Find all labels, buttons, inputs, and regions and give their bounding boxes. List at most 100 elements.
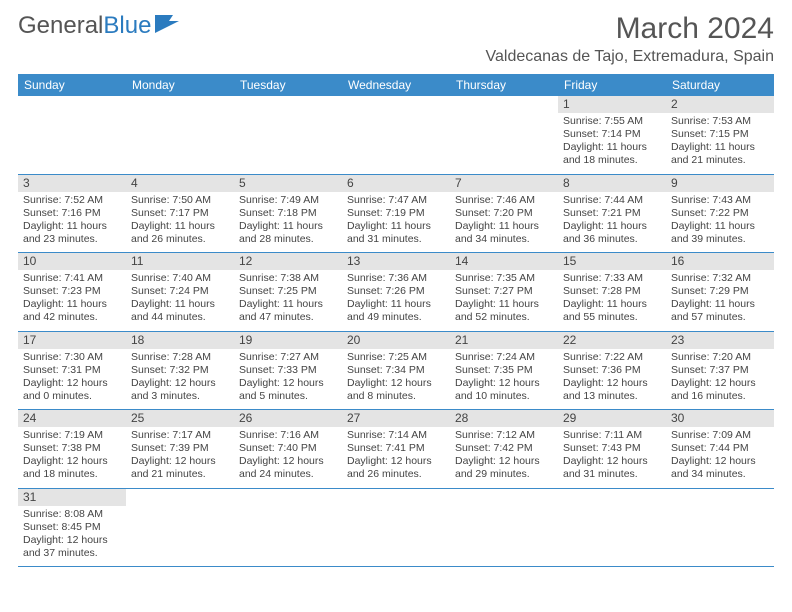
day-number: 6	[342, 175, 450, 192]
daylight-text: Daylight: 12 hours and 37 minutes.	[23, 534, 121, 560]
calendar-cell: 30Sunrise: 7:09 AMSunset: 7:44 PMDayligh…	[666, 410, 774, 489]
daylight-text: Daylight: 12 hours and 13 minutes.	[563, 377, 661, 403]
sunrise-text: Sunrise: 7:44 AM	[563, 194, 661, 207]
sunset-text: Sunset: 7:14 PM	[563, 128, 661, 141]
calendar-cell: 24Sunrise: 7:19 AMSunset: 7:38 PMDayligh…	[18, 410, 126, 489]
day-content: Sunrise: 7:17 AMSunset: 7:39 PMDaylight:…	[131, 429, 229, 482]
calendar-cell	[18, 96, 126, 174]
sunset-text: Sunset: 7:21 PM	[563, 207, 661, 220]
day-number: 9	[666, 175, 774, 192]
sunset-text: Sunset: 7:18 PM	[239, 207, 337, 220]
day-content: Sunrise: 7:36 AMSunset: 7:26 PMDaylight:…	[347, 272, 445, 325]
calendar-table: Sunday Monday Tuesday Wednesday Thursday…	[18, 74, 774, 567]
sunset-text: Sunset: 7:36 PM	[563, 364, 661, 377]
day-content: Sunrise: 7:24 AMSunset: 7:35 PMDaylight:…	[455, 351, 553, 404]
sunset-text: Sunset: 7:40 PM	[239, 442, 337, 455]
sunrise-text: Sunrise: 7:22 AM	[563, 351, 661, 364]
day-number: 2	[666, 96, 774, 113]
day-content: Sunrise: 7:53 AMSunset: 7:15 PMDaylight:…	[671, 115, 769, 168]
sunrise-text: Sunrise: 7:53 AM	[671, 115, 769, 128]
daylight-text: Daylight: 12 hours and 10 minutes.	[455, 377, 553, 403]
sunrise-text: Sunrise: 7:16 AM	[239, 429, 337, 442]
sunset-text: Sunset: 7:31 PM	[23, 364, 121, 377]
day-content: Sunrise: 7:22 AMSunset: 7:36 PMDaylight:…	[563, 351, 661, 404]
calendar-cell: 5Sunrise: 7:49 AMSunset: 7:18 PMDaylight…	[234, 174, 342, 253]
calendar-row: 1 Sunrise: 7:55 AMSunset: 7:14 PMDaylight…	[18, 96, 774, 174]
day-content: Sunrise: 7:28 AMSunset: 7:32 PMDaylight:…	[131, 351, 229, 404]
sunset-text: Sunset: 7:16 PM	[23, 207, 121, 220]
sunset-text: Sunset: 7:29 PM	[671, 285, 769, 298]
day-content: Sunrise: 7:44 AMSunset: 7:21 PMDaylight:…	[563, 194, 661, 247]
calendar-cell: 6Sunrise: 7:47 AMSunset: 7:19 PMDaylight…	[342, 174, 450, 253]
daylight-text: Daylight: 11 hours and 18 minutes.	[563, 141, 661, 167]
calendar-cell: 13Sunrise: 7:36 AMSunset: 7:26 PMDayligh…	[342, 253, 450, 332]
daylight-text: Daylight: 11 hours and 23 minutes.	[23, 220, 121, 246]
sunrise-text: Sunrise: 7:28 AM	[131, 351, 229, 364]
day-number: 3	[18, 175, 126, 192]
daylight-text: Daylight: 11 hours and 26 minutes.	[131, 220, 229, 246]
sunrise-text: Sunrise: 7:17 AM	[131, 429, 229, 442]
day-content: Sunrise: 7:55 AMSunset: 7:14 PMDaylight:…	[563, 115, 661, 168]
calendar-cell: 3 Sunrise: 7:52 AMSunset: 7:16 PMDaylight…	[18, 174, 126, 253]
calendar-cell: 26Sunrise: 7:16 AMSunset: 7:40 PMDayligh…	[234, 410, 342, 489]
day-content: Sunrise: 8:08 AMSunset: 8:45 PMDaylight:…	[23, 508, 121, 561]
calendar-cell: 31Sunrise: 8:08 AMSunset: 8:45 PMDayligh…	[18, 488, 126, 567]
day-content: Sunrise: 7:50 AMSunset: 7:17 PMDaylight:…	[131, 194, 229, 247]
calendar-cell	[450, 488, 558, 567]
logo-text-2: Blue	[103, 12, 151, 40]
day-header: Sunday	[18, 74, 126, 96]
calendar-cell: 7Sunrise: 7:46 AMSunset: 7:20 PMDaylight…	[450, 174, 558, 253]
calendar-cell	[126, 488, 234, 567]
sunset-text: Sunset: 7:27 PM	[455, 285, 553, 298]
day-number: 1	[558, 96, 666, 113]
day-number: 15	[558, 253, 666, 270]
calendar-cell: 8Sunrise: 7:44 AMSunset: 7:21 PMDaylight…	[558, 174, 666, 253]
sunset-text: Sunset: 7:42 PM	[455, 442, 553, 455]
sunrise-text: Sunrise: 7:12 AM	[455, 429, 553, 442]
calendar-cell	[342, 96, 450, 174]
sunrise-text: Sunrise: 7:24 AM	[455, 351, 553, 364]
calendar-cell	[666, 488, 774, 567]
calendar-cell	[126, 96, 234, 174]
day-header: Thursday	[450, 74, 558, 96]
sunset-text: Sunset: 7:44 PM	[671, 442, 769, 455]
daylight-text: Daylight: 11 hours and 49 minutes.	[347, 298, 445, 324]
calendar-cell: 18Sunrise: 7:28 AMSunset: 7:32 PMDayligh…	[126, 331, 234, 410]
day-header: Monday	[126, 74, 234, 96]
day-content: Sunrise: 7:25 AMSunset: 7:34 PMDaylight:…	[347, 351, 445, 404]
day-content: Sunrise: 7:46 AMSunset: 7:20 PMDaylight:…	[455, 194, 553, 247]
day-content: Sunrise: 7:33 AMSunset: 7:28 PMDaylight:…	[563, 272, 661, 325]
daylight-text: Daylight: 12 hours and 3 minutes.	[131, 377, 229, 403]
day-number: 19	[234, 332, 342, 349]
sunset-text: Sunset: 7:24 PM	[131, 285, 229, 298]
daylight-text: Daylight: 12 hours and 34 minutes.	[671, 455, 769, 481]
calendar-cell: 10Sunrise: 7:41 AMSunset: 7:23 PMDayligh…	[18, 253, 126, 332]
sunset-text: Sunset: 7:25 PM	[239, 285, 337, 298]
calendar-cell: 4 Sunrise: 7:50 AMSunset: 7:17 PMDaylight…	[126, 174, 234, 253]
sunrise-text: Sunrise: 7:38 AM	[239, 272, 337, 285]
sunset-text: Sunset: 7:43 PM	[563, 442, 661, 455]
daylight-text: Daylight: 12 hours and 18 minutes.	[23, 455, 121, 481]
day-content: Sunrise: 7:19 AMSunset: 7:38 PMDaylight:…	[23, 429, 121, 482]
day-number: 17	[18, 332, 126, 349]
day-content: Sunrise: 7:27 AMSunset: 7:33 PMDaylight:…	[239, 351, 337, 404]
calendar-cell	[342, 488, 450, 567]
sunset-text: Sunset: 7:33 PM	[239, 364, 337, 377]
daylight-text: Daylight: 12 hours and 24 minutes.	[239, 455, 337, 481]
day-content: Sunrise: 7:38 AMSunset: 7:25 PMDaylight:…	[239, 272, 337, 325]
sunrise-text: Sunrise: 7:32 AM	[671, 272, 769, 285]
calendar-cell: 16Sunrise: 7:32 AMSunset: 7:29 PMDayligh…	[666, 253, 774, 332]
day-number: 30	[666, 410, 774, 427]
day-number: 23	[666, 332, 774, 349]
daylight-text: Daylight: 11 hours and 36 minutes.	[563, 220, 661, 246]
calendar-row: 3Sunrise: 7:52 AMSunset: 7:16 PMDaylight…	[18, 174, 774, 253]
day-number: 4	[126, 175, 234, 192]
calendar-row: 31Sunrise: 8:08 AMSunset: 8:45 PMDayligh…	[18, 488, 774, 567]
month-title: March 2024	[486, 12, 774, 46]
calendar-cell	[450, 96, 558, 174]
sunrise-text: Sunrise: 7:52 AM	[23, 194, 121, 207]
sunrise-text: Sunrise: 7:49 AM	[239, 194, 337, 207]
day-number: 29	[558, 410, 666, 427]
daylight-text: Daylight: 11 hours and 21 minutes.	[671, 141, 769, 167]
daylight-text: Daylight: 12 hours and 26 minutes.	[347, 455, 445, 481]
